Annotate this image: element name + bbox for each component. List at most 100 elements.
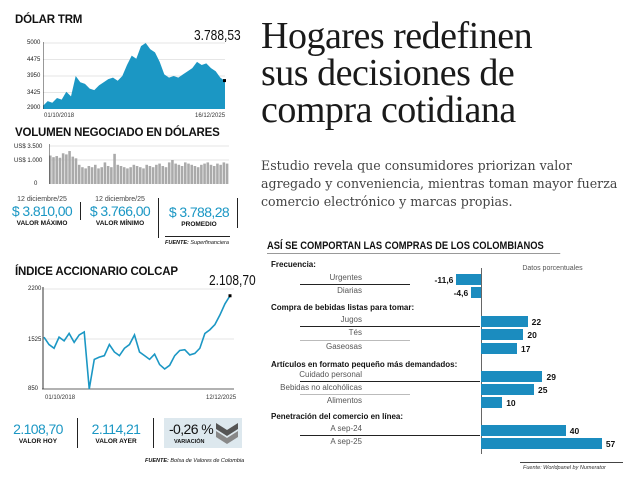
colcap-ytick: 1525 <box>28 337 42 343</box>
volume-bar <box>158 163 161 184</box>
row-divider <box>300 284 410 285</box>
volume-bar <box>97 168 100 184</box>
stat-value: $ 3.766,00 <box>89 203 151 219</box>
dolar-ytick: 3425 <box>27 90 41 96</box>
colcap-chart <box>42 287 234 390</box>
bar-label: Tés <box>348 328 362 337</box>
bar <box>481 329 524 340</box>
volume-bar <box>139 167 142 184</box>
row-divider <box>300 381 480 382</box>
bar <box>481 384 534 395</box>
bar <box>481 343 518 354</box>
bar-value: 22 <box>531 317 542 327</box>
volume-bar <box>100 167 103 184</box>
volume-bar <box>177 164 181 184</box>
bars-source: Fuente: Worldpanel by Numerator <box>523 465 606 471</box>
bars-note: Datos porcentuales <box>522 265 583 272</box>
row-divider <box>300 340 410 341</box>
bar-label: Alimentos <box>326 396 362 405</box>
volumen-chart <box>49 144 229 184</box>
volumen-ytick: US$ 1.000 <box>14 158 43 164</box>
stat-label: VALOR HOY <box>18 438 58 445</box>
volume-bar <box>113 153 116 184</box>
volumen-source: FUENTE: Superfinanciera <box>165 240 229 246</box>
bar-label: Jugos <box>340 315 362 324</box>
bar-label: Bebidas no alcohólicas <box>280 383 362 392</box>
volume-bar <box>122 167 126 184</box>
volume-bar <box>129 167 132 184</box>
volume-bar <box>196 167 200 184</box>
variation-label: VARIACIÓN <box>174 439 205 445</box>
volume-bar <box>87 166 91 184</box>
volume-bar <box>222 162 226 184</box>
bar-label: Diarias <box>337 286 362 295</box>
dolar-ytick: 2900 <box>27 105 41 111</box>
variation-value: -0,26 % <box>169 421 214 437</box>
volume-bar <box>203 163 206 184</box>
lede: Estudio revela que consumidores prioriza… <box>261 158 618 209</box>
stat-ayer: 2.114,21 VALOR AYER <box>84 421 148 445</box>
row-divider <box>300 326 480 327</box>
bar <box>481 316 528 327</box>
volume-bar <box>148 166 152 184</box>
last-point-marker <box>223 79 226 83</box>
bar-value: 10 <box>506 398 516 408</box>
bar-value: 20 <box>527 330 537 340</box>
divider <box>80 202 81 220</box>
volume-bar <box>161 166 165 184</box>
volume-bar <box>225 163 229 184</box>
bar-value: 40 <box>569 426 580 436</box>
volume-bar <box>216 163 219 184</box>
volume-bar <box>61 153 65 184</box>
stat-label: VALOR AYER <box>95 438 137 445</box>
stat-value: 2.114,21 <box>91 421 141 437</box>
bar-label: A sep-25 <box>330 437 362 446</box>
colcap-line <box>43 295 231 390</box>
bar-value: 17 <box>521 344 531 354</box>
bar <box>456 274 481 285</box>
colcap-ytick: 2200 <box>28 286 42 292</box>
headline-line: Hogares redefinen <box>261 15 533 57</box>
volume-bar <box>164 167 168 184</box>
stat-hoy: 2.108,70 VALOR HOY <box>6 421 70 445</box>
volume-bar <box>180 166 184 184</box>
bar <box>481 438 602 449</box>
bar <box>481 425 566 436</box>
volume-bar <box>94 164 97 184</box>
headline-line: sus decisiones de <box>261 52 515 94</box>
stat-value: $ 3.810,00 <box>11 203 73 219</box>
bar-value: 25 <box>538 385 548 395</box>
volume-bar <box>171 160 174 184</box>
volume-bar <box>132 164 136 184</box>
volumen-ytick: US$ 3.500 <box>14 144 43 150</box>
stat-date: 12 diciembre/25 <box>17 196 67 203</box>
dolar-ytick: 5000 <box>27 40 41 46</box>
stat-value: $ 3.788,28 <box>168 204 230 220</box>
volume-bar <box>119 166 123 184</box>
headline-line: compra cotidiana <box>261 89 516 131</box>
source-rule <box>165 236 230 237</box>
stat-label: VALOR MÍNIMO <box>95 220 145 227</box>
volume-bar <box>49 155 52 184</box>
stat-value: 2.108,70 <box>13 421 63 437</box>
bar <box>481 371 543 382</box>
dolar-area <box>43 43 225 109</box>
stat-avg: $ 3.788,28 PROMEDIO <box>163 204 235 228</box>
volume-bar <box>174 163 177 184</box>
volume-bar <box>65 154 68 184</box>
volume-bar <box>187 163 190 184</box>
volume-bar <box>103 162 107 184</box>
volume-bar <box>184 162 187 184</box>
volume-bar <box>106 166 110 184</box>
bars-title: ASÍ SE COMPORTAN LAS COMPRAS DE LOS COLO… <box>267 240 561 254</box>
dolar-chart <box>43 42 226 109</box>
colcap-date-end: 12/12/2025 <box>206 395 237 401</box>
volume-bar <box>190 164 193 184</box>
divider <box>77 418 78 448</box>
last-point-marker <box>228 294 232 298</box>
dolar-ytick: 4475 <box>27 57 41 63</box>
volume-bar <box>110 167 113 184</box>
dolar-title: DÓLAR TRM <box>15 14 83 26</box>
dolar-current-value: 3.788,53 <box>194 27 241 44</box>
